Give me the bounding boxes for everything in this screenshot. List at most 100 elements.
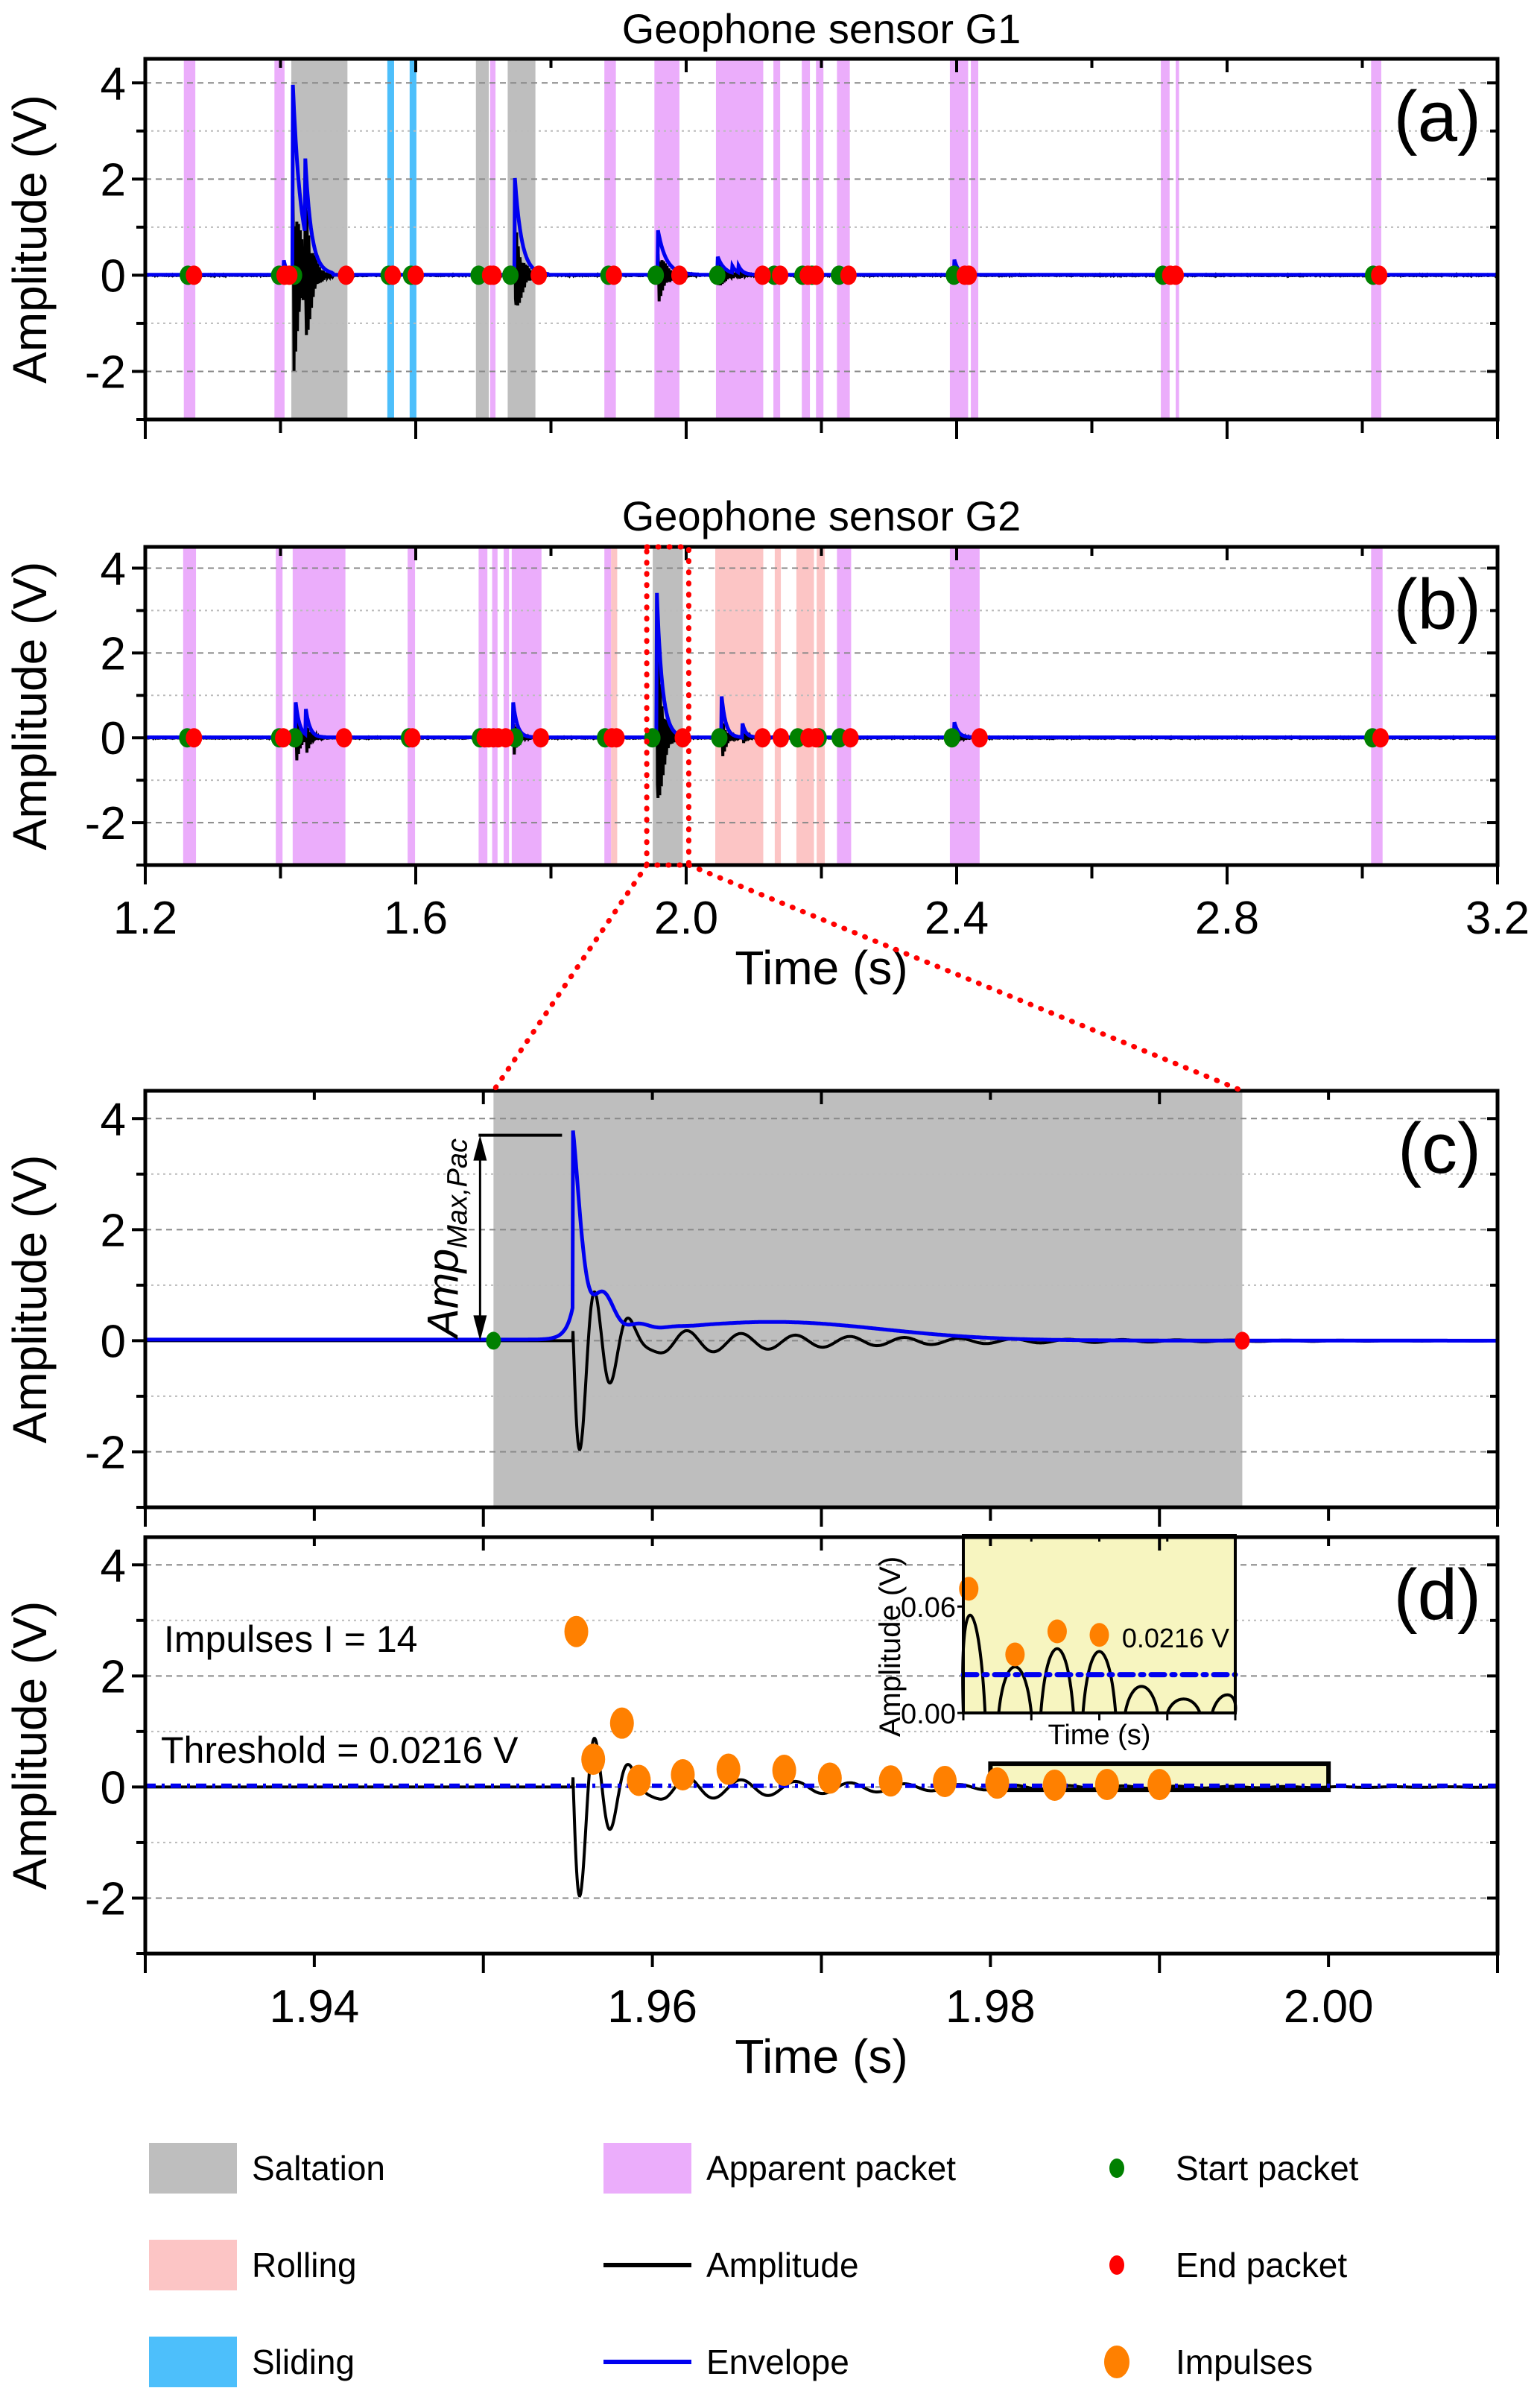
impulse-marker [817, 1762, 842, 1794]
impulse-marker [564, 1615, 589, 1647]
x-tick-label: 1.2 [113, 893, 177, 944]
y-tick-label: -2 [85, 346, 126, 398]
end-packet-marker [186, 265, 203, 285]
rolling-band [774, 547, 782, 865]
end-packet-marker [275, 728, 292, 748]
impulse-marker [878, 1765, 903, 1797]
arrow-down-icon [473, 1315, 487, 1341]
end-packet-marker [605, 265, 622, 285]
legend-item-end-packet: End packet [1073, 2239, 1347, 2291]
apparent-band [715, 59, 764, 419]
y-axis-label: Amplitude (V) [3, 1155, 57, 1444]
apparent-band [837, 59, 850, 419]
inset-chart: 0.00 0.06 0.0216 V Time (s) Amplitude (V) [874, 1534, 1238, 1751]
impulse-marker [671, 1759, 695, 1791]
amp-text: Amp [419, 1249, 467, 1340]
legend-item-amplitude: Amplitude [603, 2239, 859, 2291]
panel-label: (c) [1398, 1109, 1481, 1188]
amp-max-annotation: AmpMax,Pac [419, 1138, 473, 1340]
rolling-swatch [149, 2240, 237, 2290]
y-tick-label: 4 [101, 1094, 126, 1145]
legend-label: Sliding [252, 2343, 355, 2381]
start-packet-marker-icon [1073, 2143, 1161, 2194]
inset-amplitude-series [961, 1613, 1238, 1714]
x-tick-label: 2.8 [1195, 893, 1259, 944]
impulse-marker [985, 1767, 1010, 1799]
y-tick-label: -2 [85, 798, 126, 849]
plot-frame [143, 1089, 1500, 1510]
end-packet-marker [754, 728, 771, 748]
x-axis-label: Time (s) [735, 941, 907, 995]
x-tick-label: 1.96 [607, 1981, 697, 2033]
end-packet-marker [674, 728, 691, 748]
rolling-band [817, 547, 826, 865]
legend-item-saltation: Saltation [149, 2142, 385, 2194]
end-packet-marker [186, 728, 203, 748]
end-packet-marker [485, 265, 502, 285]
y-tick-label: 4 [101, 543, 126, 595]
panel-a-geophone-g1: -2 0 2 4 Amplitude (V) (a) Geophone sensor G1 [3, 5, 1500, 439]
amplitude-line-icon [603, 2240, 691, 2290]
start-packet-marker [486, 1331, 501, 1350]
panel-d-impulses: -2 0 2 4 Impulses I = 14 Threshold = 0.0216 V… [3, 1534, 1500, 2083]
y-tick-label: 0 [101, 1316, 126, 1367]
legend-label: Rolling [252, 2246, 357, 2284]
legend-item-envelope: Envelope [603, 2336, 849, 2388]
end-packet-marker [532, 728, 549, 748]
end-packet-marker [497, 728, 514, 748]
apparent-band [802, 59, 811, 419]
zoom-connector-left [490, 862, 650, 1094]
end-packet-marker [754, 265, 771, 285]
end-packet-marker [971, 728, 988, 748]
legend-label: Envelope [706, 2343, 849, 2381]
legend-label: Impulses [1176, 2343, 1314, 2381]
inset-y-tick-label: 0.00 [901, 1699, 956, 1730]
end-packet-marker [335, 728, 352, 748]
impulse-marker [1094, 1768, 1119, 1800]
apparent-band [511, 547, 542, 865]
start-packet-marker [709, 265, 726, 285]
apparent-band [604, 547, 612, 865]
plot-frame [143, 545, 1500, 867]
panel-label: (b) [1394, 565, 1481, 644]
end-packet-marker [281, 265, 298, 285]
apparent-band [274, 59, 285, 419]
impulse-marker [1147, 1769, 1172, 1801]
apparent-band [949, 547, 980, 865]
end-packet-marker-icon [1073, 2240, 1161, 2290]
y-axis-label: Amplitude (V) [3, 95, 57, 384]
apparent-band [183, 59, 196, 419]
apparent-band [1371, 547, 1383, 865]
y-tick-label: 0 [101, 250, 126, 302]
apparent-band [604, 59, 616, 419]
legend-item-sliding: Sliding [149, 2336, 355, 2388]
amplitude-series [145, 1737, 1498, 1898]
apparent-band [478, 547, 488, 865]
legend: Saltation Apparent packet Start packet R… [0, 2101, 1540, 2387]
impulse-marker [627, 1764, 651, 1796]
apparent-band [816, 59, 824, 419]
end-packet-marker [772, 265, 789, 285]
rolling-band [611, 547, 618, 865]
inset-y-axis-label: Amplitude (V) [874, 1556, 907, 1737]
impulse-marker [772, 1755, 796, 1787]
impulse-marker [581, 1744, 606, 1776]
inset-threshold-label: 0.0216 V [1122, 1623, 1229, 1653]
start-packet-marker [647, 265, 665, 285]
apparent-band [503, 547, 510, 865]
x-tick-label: 1.98 [945, 1981, 1036, 2033]
legend-label: Amplitude [706, 2246, 859, 2284]
end-packet-marker [671, 265, 688, 285]
saltation-band [493, 1091, 1243, 1507]
y-tick-label: -2 [85, 1427, 126, 1478]
y-axis-label: Amplitude (V) [3, 1601, 57, 1890]
y-tick-label: 0 [101, 713, 126, 764]
start-packet-marker [943, 728, 960, 748]
end-packet-marker [960, 265, 977, 285]
plot-frame [143, 1535, 1500, 1956]
end-packet-marker [840, 265, 857, 285]
legend-item-impulses: Impulses [1073, 2336, 1313, 2388]
saltation-band [475, 59, 489, 419]
end-packet-marker [808, 265, 825, 285]
end-packet-marker [408, 265, 424, 285]
